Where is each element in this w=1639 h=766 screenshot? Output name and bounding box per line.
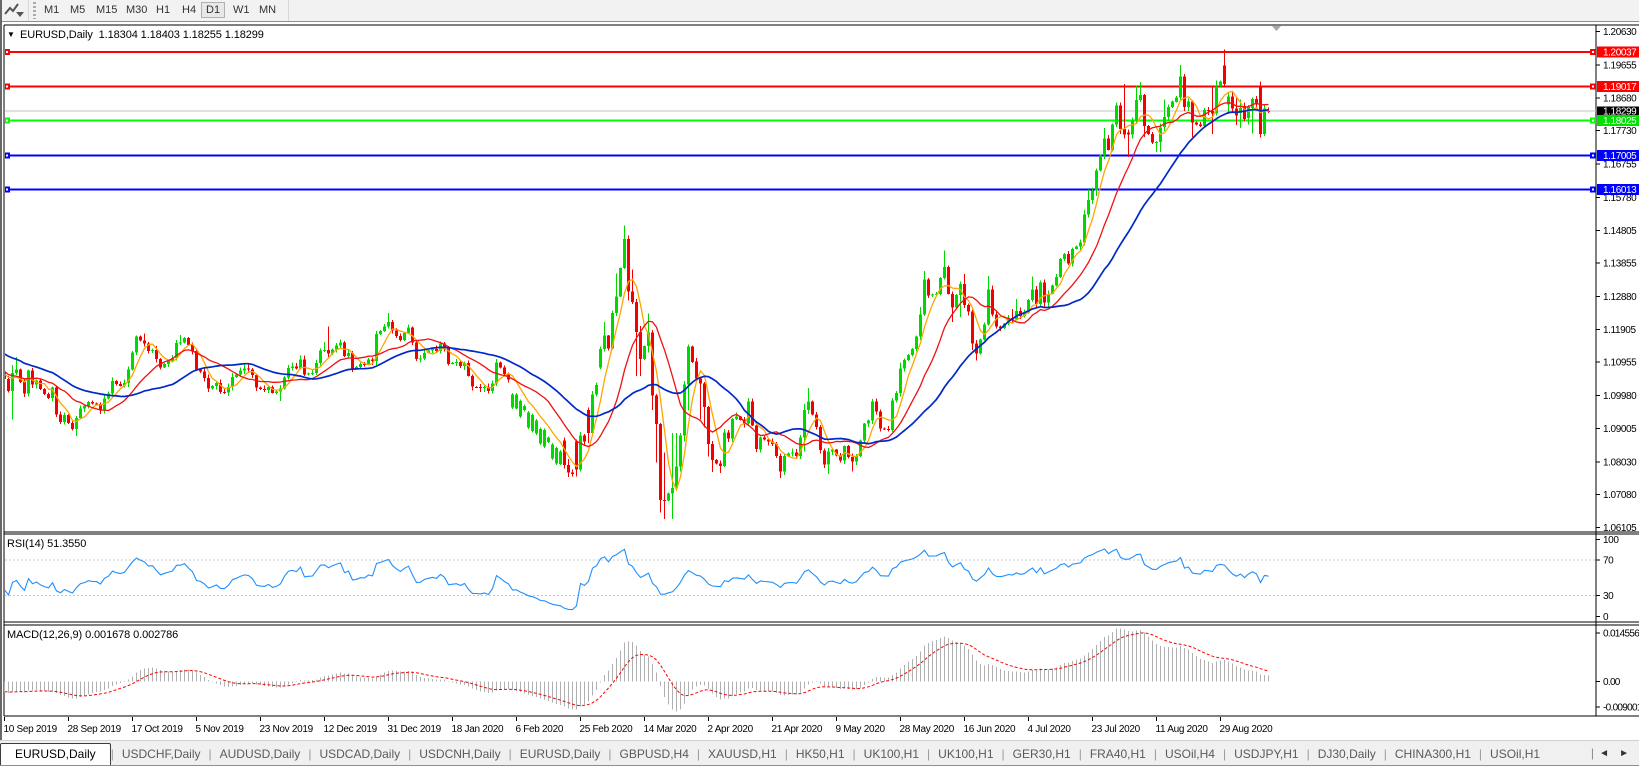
svg-text:21 Apr 2020: 21 Apr 2020 <box>772 724 823 735</box>
svg-text:1.06105: 1.06105 <box>1603 523 1637 534</box>
svg-text:1.19655: 1.19655 <box>1603 60 1637 71</box>
svg-text:5 Nov 2019: 5 Nov 2019 <box>196 724 245 735</box>
svg-text:30: 30 <box>1603 591 1614 602</box>
svg-text:1.11905: 1.11905 <box>1603 325 1636 336</box>
svg-text:31 Dec 2019: 31 Dec 2019 <box>388 724 442 735</box>
svg-text:23 Jul 2020: 23 Jul 2020 <box>1092 724 1141 735</box>
svg-text:1.20037: 1.20037 <box>1603 47 1637 58</box>
svg-text:2 Apr 2020: 2 Apr 2020 <box>708 724 754 735</box>
svg-text:1.20630: 1.20630 <box>1603 27 1637 38</box>
svg-text:12 Dec 2019: 12 Dec 2019 <box>324 724 378 735</box>
svg-text:1.07080: 1.07080 <box>1603 490 1637 501</box>
svg-text:1.18299: 1.18299 <box>1603 107 1637 118</box>
svg-text:0.014556: 0.014556 <box>1603 629 1639 640</box>
svg-text:29 Aug 2020: 29 Aug 2020 <box>1220 724 1274 735</box>
svg-text:1.09980: 1.09980 <box>1603 391 1637 402</box>
svg-text:1.16013: 1.16013 <box>1603 185 1637 196</box>
svg-text:16 Jun 2020: 16 Jun 2020 <box>964 724 1016 735</box>
svg-text:1.17730: 1.17730 <box>1603 126 1637 137</box>
svg-text:10 Sep 2019: 10 Sep 2019 <box>4 724 58 735</box>
svg-text:1.08030: 1.08030 <box>1603 457 1637 468</box>
svg-text:18 Jan 2020: 18 Jan 2020 <box>452 724 504 735</box>
svg-text:6 Feb 2020: 6 Feb 2020 <box>516 724 564 735</box>
svg-text:100: 100 <box>1603 535 1619 546</box>
svg-text:11 Aug 2020: 11 Aug 2020 <box>1156 724 1209 735</box>
svg-text:25 Feb 2020: 25 Feb 2020 <box>580 724 634 735</box>
svg-text:-0.009001: -0.009001 <box>1603 702 1639 713</box>
svg-text:1.15780: 1.15780 <box>1603 193 1637 204</box>
svg-text:14 Mar 2020: 14 Mar 2020 <box>644 724 698 735</box>
svg-text:1.14805: 1.14805 <box>1603 226 1637 237</box>
svg-text:0: 0 <box>1603 612 1609 623</box>
svg-text:1.18680: 1.18680 <box>1603 94 1637 105</box>
svg-text:▼: ▼ <box>7 30 15 39</box>
svg-text:1.09005: 1.09005 <box>1603 424 1637 435</box>
svg-text:RSI(14) 51.3550: RSI(14) 51.3550 <box>7 538 86 550</box>
svg-text:1.17005: 1.17005 <box>1603 151 1637 162</box>
svg-text:1.13855: 1.13855 <box>1603 259 1637 270</box>
svg-text:4 Jul 2020: 4 Jul 2020 <box>1028 724 1072 735</box>
svg-text:1.12880: 1.12880 <box>1603 292 1637 303</box>
svg-text:1.16755: 1.16755 <box>1603 160 1637 171</box>
svg-text:28 May 2020: 28 May 2020 <box>900 724 955 735</box>
svg-text:1.18025: 1.18025 <box>1603 116 1637 127</box>
svg-text:28 Sep 2019: 28 Sep 2019 <box>68 724 122 735</box>
svg-text:23 Nov 2019: 23 Nov 2019 <box>260 724 314 735</box>
svg-text:1.19017: 1.19017 <box>1603 82 1637 93</box>
svg-text:EURUSD,Daily 1.18304 1.18403: EURUSD,Daily 1.18304 1.18403 1.18255 1.1… <box>20 29 264 41</box>
svg-text:17 Oct 2019: 17 Oct 2019 <box>132 724 184 735</box>
svg-text:0.00: 0.00 <box>1603 677 1621 688</box>
svg-text:MACD(12,26,9) 0.001678 0.00278: MACD(12,26,9) 0.001678 0.002786 <box>7 629 178 641</box>
svg-text:9 May 2020: 9 May 2020 <box>836 724 886 735</box>
svg-text:1.10955: 1.10955 <box>1603 358 1637 369</box>
svg-text:70: 70 <box>1603 556 1614 567</box>
